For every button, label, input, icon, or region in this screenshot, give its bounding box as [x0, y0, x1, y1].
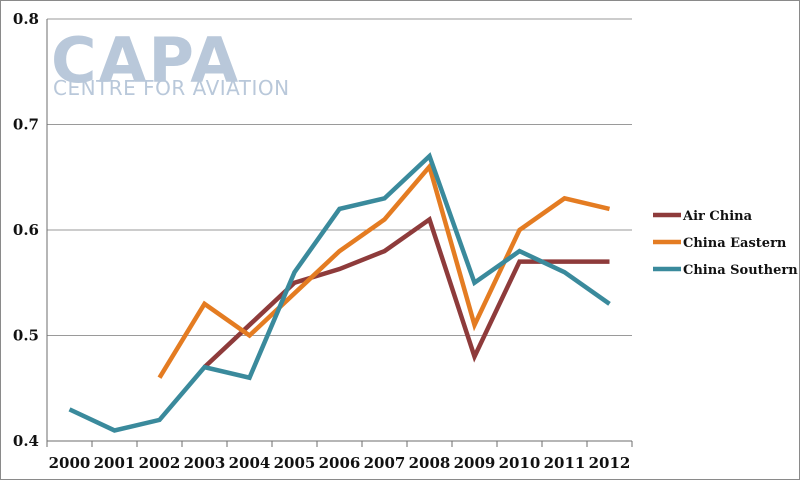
x-tick-label: 2003 — [184, 454, 226, 472]
y-axis: 0.4 0.5 0.6 0.7 0.8 — [13, 10, 48, 450]
x-tick-label: 2010 — [499, 454, 541, 472]
y-tick-label: 0.6 — [13, 221, 39, 239]
x-tick-label: 2012 — [589, 454, 631, 472]
x-tick-label: 2008 — [409, 454, 451, 472]
x-tick-label: 2009 — [454, 454, 496, 472]
x-tick-label: 2000 — [49, 454, 91, 472]
x-tick-label: 2006 — [319, 454, 361, 472]
logo-name: CAPA — [51, 24, 240, 97]
legend-label-china-southern: China Southern — [683, 263, 798, 278]
series-lines — [68, 152, 611, 433]
x-axis: 2000 2001 2002 2003 2004 2005 2006 2007 2008 2009… — [46, 440, 633, 472]
series-line-china-eastern — [157, 162, 611, 379]
y-tick-label: 0.8 — [13, 10, 39, 28]
x-tick-label: 2007 — [364, 454, 406, 472]
logo-tagline: CENTRE FOR AVIATION — [53, 76, 290, 100]
legend-label-air-china: Air China — [682, 209, 753, 224]
series-line-china-southern — [68, 152, 611, 433]
x-tick-label: 2001 — [94, 454, 136, 472]
y-tick-label: 0.7 — [13, 116, 39, 134]
y-tick-label: 0.5 — [13, 327, 39, 345]
legend-label-china-eastern: China Eastern — [683, 236, 787, 251]
x-tick-label: 2005 — [274, 454, 316, 472]
x-tick-label: 2002 — [139, 454, 181, 472]
x-tick-label: 2004 — [229, 454, 271, 472]
capa-logo: CAPA CENTRE FOR AVIATION — [51, 24, 290, 100]
legend: Air China China Eastern China Southern — [653, 209, 798, 278]
y-tick-label: 0.4 — [13, 432, 39, 450]
x-tick-label: 2011 — [544, 454, 586, 472]
